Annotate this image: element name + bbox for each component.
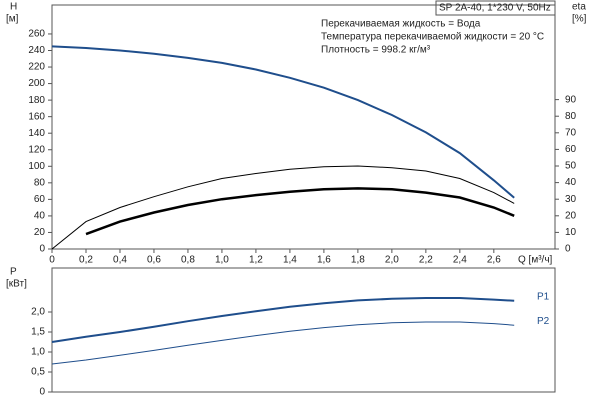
x-tick-label: 0 — [49, 255, 55, 266]
x-tick-label: 2,4 — [453, 255, 467, 266]
x-tick-label: 2,0 — [385, 255, 399, 266]
y2-label: eta — [572, 2, 586, 13]
y-label: H — [10, 2, 17, 13]
y-tick-label: 140 — [28, 128, 45, 139]
y-unit: [м] — [6, 14, 19, 25]
y2-tick-label: 10 — [565, 227, 577, 238]
y-tick-label: 80 — [34, 177, 46, 188]
y-tick-label: 1,5 — [31, 327, 45, 338]
y-unit: [кВт] — [6, 279, 27, 290]
y2-tick-label: 70 — [565, 127, 577, 138]
y-tick-label: 160 — [28, 111, 45, 122]
series-label: P2 — [537, 316, 550, 327]
y-tick-label: 180 — [28, 95, 45, 106]
x-tick-label: 0,6 — [147, 255, 161, 266]
y-tick-label: 60 — [34, 194, 46, 205]
x-tick-label: 1,4 — [283, 255, 297, 266]
y-tick-label: 20 — [34, 227, 46, 238]
y2-tick-label: 0 — [565, 244, 571, 255]
y2-tick-label: 90 — [565, 94, 577, 105]
x-tick-label: 0,2 — [79, 255, 93, 266]
y2-tick-label: 30 — [565, 194, 577, 205]
x-tick-label: 0,4 — [113, 255, 127, 266]
y2-tick-label: 80 — [565, 111, 577, 122]
y2-unit: [%] — [572, 14, 587, 25]
y-label: P — [10, 267, 17, 278]
curve — [51, 321, 515, 365]
y-tick-label: 1,0 — [31, 347, 45, 358]
note: Плотность = 998.2 кг/м³ — [321, 45, 431, 56]
x-label: Q [м³/ч] — [518, 255, 553, 266]
x-tick-label: 2,2 — [419, 255, 433, 266]
y2-tick-label: 50 — [565, 161, 577, 172]
x-tick-label: 1,0 — [215, 255, 229, 266]
curve — [51, 165, 515, 250]
plot-frame — [51, 4, 556, 250]
x-tick-label: 1,2 — [249, 255, 263, 266]
x-tick-label: 1,8 — [351, 255, 365, 266]
y-tick-label: 0 — [39, 244, 45, 255]
y-tick-label: 260 — [28, 29, 45, 40]
y2-tick-label: 20 — [565, 210, 577, 221]
y-tick-label: 200 — [28, 78, 45, 89]
curve — [51, 45, 515, 199]
series-label: P1 — [537, 291, 550, 302]
y2-tick-label: 40 — [565, 177, 577, 188]
model-box — [435, 0, 556, 16]
y-tick-label: 2,0 — [31, 307, 45, 318]
curve — [85, 187, 515, 236]
y-tick-label: 120 — [28, 144, 45, 155]
x-tick-label: 0,8 — [181, 255, 195, 266]
note: Перекачиваемая жидкость = Вода — [321, 19, 481, 30]
y-tick-label: 40 — [34, 211, 46, 222]
y-tick-label: 220 — [28, 62, 45, 73]
x-tick-label: 2,6 — [487, 255, 501, 266]
y-tick-label: 0 — [39, 387, 45, 398]
y-tick-label: 100 — [28, 161, 45, 172]
note: Температура перекачиваемой жидкости = 20… — [321, 32, 544, 43]
y-tick-label: 0,5 — [31, 367, 45, 378]
plot-frame — [51, 267, 556, 393]
y2-tick-label: 60 — [565, 144, 577, 155]
curve — [51, 297, 515, 343]
y-tick-label: 240 — [28, 45, 45, 56]
model: SP 2A-40, 1*230 V, 50Hz — [439, 3, 551, 14]
x-tick-label: 1,6 — [317, 255, 331, 266]
